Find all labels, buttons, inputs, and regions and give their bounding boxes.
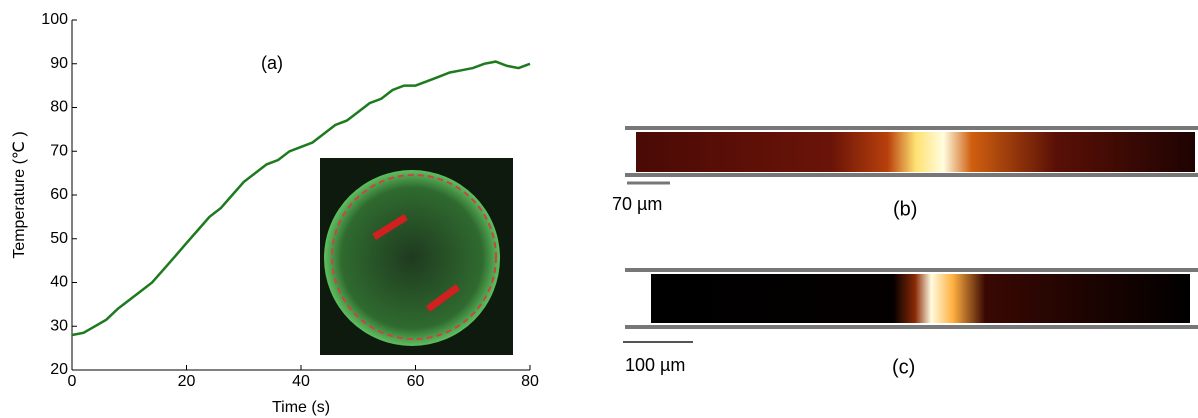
thermal-image <box>636 132 1195 172</box>
inset-image <box>320 158 513 355</box>
panel-b: 70 µm (b) <box>612 126 1198 220</box>
y-tick-label: 80 <box>50 99 68 116</box>
data-line <box>71 60 531 337</box>
panel-label: (c) <box>892 356 915 378</box>
y-tick-label: 30 <box>50 317 68 334</box>
scale-label: 70 µm <box>612 194 662 214</box>
y-tick-label: 70 <box>50 142 68 159</box>
inset-arrow <box>372 214 408 240</box>
inset-dashed-circle <box>331 174 497 340</box>
y-tick-label: 60 <box>50 186 68 203</box>
x-tick-label: 80 <box>521 373 539 390</box>
y-tick-label: 20 <box>50 361 68 378</box>
y-tick-label: 50 <box>50 230 68 247</box>
panel-label: (a) <box>261 53 283 73</box>
y-tick-label: 90 <box>50 55 68 72</box>
y-tick-label: 100 <box>41 11 68 28</box>
inset-arrow <box>425 284 461 312</box>
panel-c: 100 µm (c) <box>623 268 1198 378</box>
y-tick-label: 40 <box>50 274 68 291</box>
x-tick-label: 0 <box>68 373 77 390</box>
panel-label: (b) <box>893 198 917 220</box>
x-tick-label: 60 <box>407 373 425 390</box>
y-axis-label: Temperature (℃ ) <box>11 131 28 258</box>
x-tick-label: 20 <box>178 373 196 390</box>
scale-label: 100 µm <box>625 355 685 375</box>
thermal-image <box>651 274 1190 323</box>
x-tick-label: 40 <box>292 373 310 390</box>
x-axis-label: Time (s) <box>272 399 330 416</box>
inset-ball <box>324 170 500 346</box>
